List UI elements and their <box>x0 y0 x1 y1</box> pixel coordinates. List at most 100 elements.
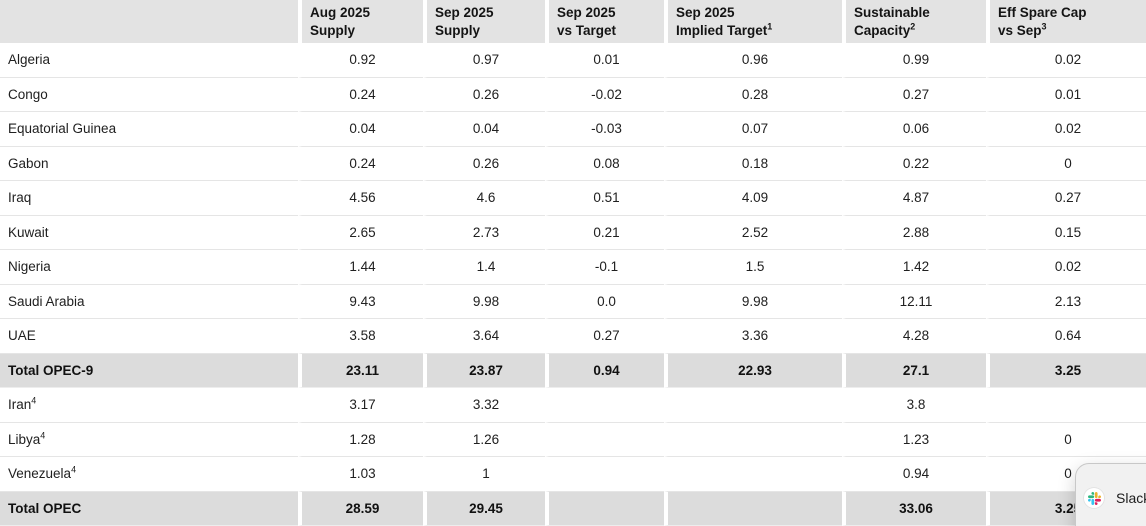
value-cell <box>664 457 842 492</box>
value-cell <box>986 388 1146 423</box>
table-row: Libya4 1.28 1.26 1.23 0 <box>0 422 1146 457</box>
table-row: Equatorial Guinea 0.04 0.04 -0.03 0.07 0.06 0.… <box>0 112 1146 147</box>
value-cell: 4.56 <box>298 181 423 216</box>
country-cell: Nigeria <box>0 250 298 285</box>
value-cell: 3.25 <box>986 353 1146 388</box>
country-cell: Algeria <box>0 43 298 78</box>
column-header-country <box>0 0 298 43</box>
country-cell: Saudi Arabia <box>0 284 298 319</box>
value-cell: 2.73 <box>423 215 545 250</box>
column-header-sustainable-capacity: Sustainable Capacity2 <box>842 0 986 43</box>
value-cell: 23.11 <box>298 353 423 388</box>
value-cell: 0.27 <box>545 319 664 354</box>
value-cell: 12.11 <box>842 284 986 319</box>
table-row: Iran4 3.17 3.32 3.8 <box>0 388 1146 423</box>
value-cell: 1.26 <box>423 422 545 457</box>
footnote-ref: 4 <box>31 395 37 406</box>
value-cell <box>545 388 664 423</box>
column-header-sep-2025-implied-target: Sep 2025 Implied Target1 <box>664 0 842 43</box>
table-row: Congo 0.24 0.26 -0.02 0.28 0.27 0.01 <box>0 77 1146 112</box>
value-cell: 9.98 <box>664 284 842 319</box>
country-cell: Libya4 <box>0 422 298 457</box>
value-cell: 1.42 <box>842 250 986 285</box>
value-cell: -0.02 <box>545 77 664 112</box>
value-cell: 0.21 <box>545 215 664 250</box>
notification-app-name: Slack <box>1116 490 1146 506</box>
value-cell: 3.36 <box>664 319 842 354</box>
value-cell: 0.15 <box>986 215 1146 250</box>
value-cell: 1.23 <box>842 422 986 457</box>
value-cell: 0.18 <box>664 146 842 181</box>
footnote-ref: 2 <box>910 21 916 31</box>
value-cell: 0.99 <box>842 43 986 78</box>
value-cell: 0.24 <box>298 146 423 181</box>
value-cell: 1.03 <box>298 457 423 492</box>
value-cell: 4.28 <box>842 319 986 354</box>
footnote-ref: 4 <box>40 430 46 441</box>
value-cell: 23.87 <box>423 353 545 388</box>
column-header-sep-2025-vs-target: Sep 2025 vs Target <box>545 0 664 43</box>
value-cell: 3.17 <box>298 388 423 423</box>
value-cell: 1.44 <box>298 250 423 285</box>
value-cell: 9.98 <box>423 284 545 319</box>
value-cell: 0 <box>986 146 1146 181</box>
value-cell: 2.52 <box>664 215 842 250</box>
value-cell: 4.09 <box>664 181 842 216</box>
value-cell: 0.0 <box>545 284 664 319</box>
value-cell: 0.01 <box>986 77 1146 112</box>
value-cell: 0 <box>986 422 1146 457</box>
value-cell: 0.02 <box>986 43 1146 78</box>
value-cell <box>664 388 842 423</box>
value-cell: 0.02 <box>986 250 1146 285</box>
value-cell: 0.94 <box>545 353 664 388</box>
value-cell: 28.59 <box>298 491 423 526</box>
country-cell: Kuwait <box>0 215 298 250</box>
country-cell: Venezuela4 <box>0 457 298 492</box>
slack-notification-popup[interactable]: Slack <box>1075 463 1146 526</box>
value-cell: 27.1 <box>842 353 986 388</box>
country-cell: Iraq <box>0 181 298 216</box>
value-cell: 0.94 <box>842 457 986 492</box>
value-cell: 1 <box>423 457 545 492</box>
table-row: Kuwait 2.65 2.73 0.21 2.52 2.88 0.15 <box>0 215 1146 250</box>
column-header-aug-2025-supply: Aug 2025 Supply <box>298 0 423 43</box>
value-cell: 0.06 <box>842 112 986 147</box>
table-row: Nigeria 1.44 1.4 -0.1 1.5 1.42 0.02 <box>0 250 1146 285</box>
footnote-ref: 3 <box>1041 21 1047 31</box>
value-cell: 0.02 <box>986 112 1146 147</box>
value-cell: 0.26 <box>423 77 545 112</box>
value-cell: 0.07 <box>664 112 842 147</box>
value-cell: 4.87 <box>842 181 986 216</box>
table-row: UAE 3.58 3.64 0.27 3.36 4.28 0.64 <box>0 319 1146 354</box>
country-cell: Equatorial Guinea <box>0 112 298 147</box>
table-row: Algeria 0.92 0.97 0.01 0.96 0.99 0.02 <box>0 43 1146 78</box>
value-cell: 0.27 <box>986 181 1146 216</box>
value-cell: 0.92 <box>298 43 423 78</box>
value-cell: 0.04 <box>298 112 423 147</box>
value-cell: 2.13 <box>986 284 1146 319</box>
value-cell: 0.97 <box>423 43 545 78</box>
value-cell: 1.28 <box>298 422 423 457</box>
country-cell: Total OPEC <box>0 491 298 526</box>
country-cell: Gabon <box>0 146 298 181</box>
footnote-ref: 4 <box>71 464 77 475</box>
value-cell: 1.4 <box>423 250 545 285</box>
value-cell: 22.93 <box>664 353 842 388</box>
value-cell <box>545 422 664 457</box>
value-cell: -0.03 <box>545 112 664 147</box>
value-cell: 9.43 <box>298 284 423 319</box>
value-cell: 0.26 <box>423 146 545 181</box>
table-row: Saudi Arabia 9.43 9.98 0.0 9.98 12.11 2.13 <box>0 284 1146 319</box>
value-cell: 0.51 <box>545 181 664 216</box>
value-cell: 0.27 <box>842 77 986 112</box>
value-cell: 0.01 <box>545 43 664 78</box>
country-cell: Total OPEC-9 <box>0 353 298 388</box>
value-cell <box>545 491 664 526</box>
value-cell: 2.65 <box>298 215 423 250</box>
value-cell: 3.8 <box>842 388 986 423</box>
value-cell: 2.88 <box>842 215 986 250</box>
value-cell: 3.32 <box>423 388 545 423</box>
value-cell <box>664 422 842 457</box>
table-row: Total OPEC 28.59 29.45 33.06 3.25 <box>0 491 1146 526</box>
